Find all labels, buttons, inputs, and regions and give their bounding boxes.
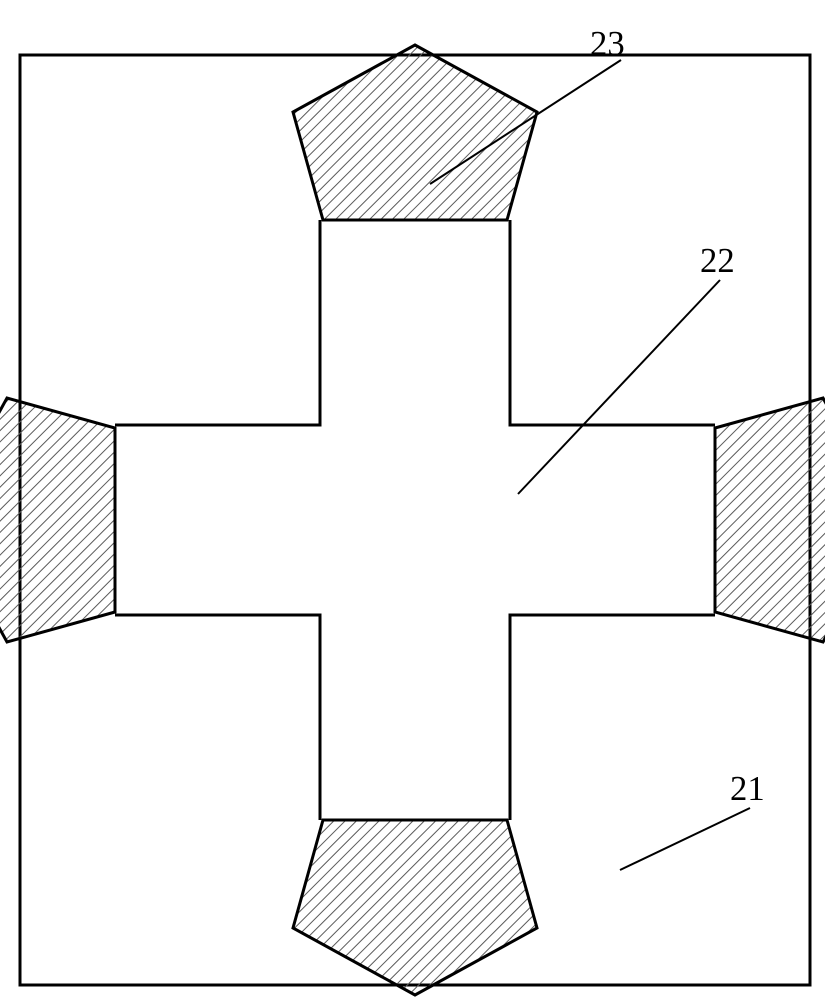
pentagon-up	[293, 45, 537, 220]
pentagon-group	[0, 45, 825, 995]
callout-label-top-pentagon: 23	[590, 25, 625, 64]
pentagon-right	[715, 398, 825, 642]
callout-label-frame-region: 21	[730, 770, 765, 809]
callout-label-cross-center: 22	[700, 242, 735, 281]
pentagon-down	[293, 820, 537, 995]
pentagon-left	[0, 398, 115, 642]
diagram-stage: 23 22 21	[0, 0, 825, 1000]
cross-shape	[115, 220, 715, 820]
diagram-svg	[0, 0, 825, 1000]
